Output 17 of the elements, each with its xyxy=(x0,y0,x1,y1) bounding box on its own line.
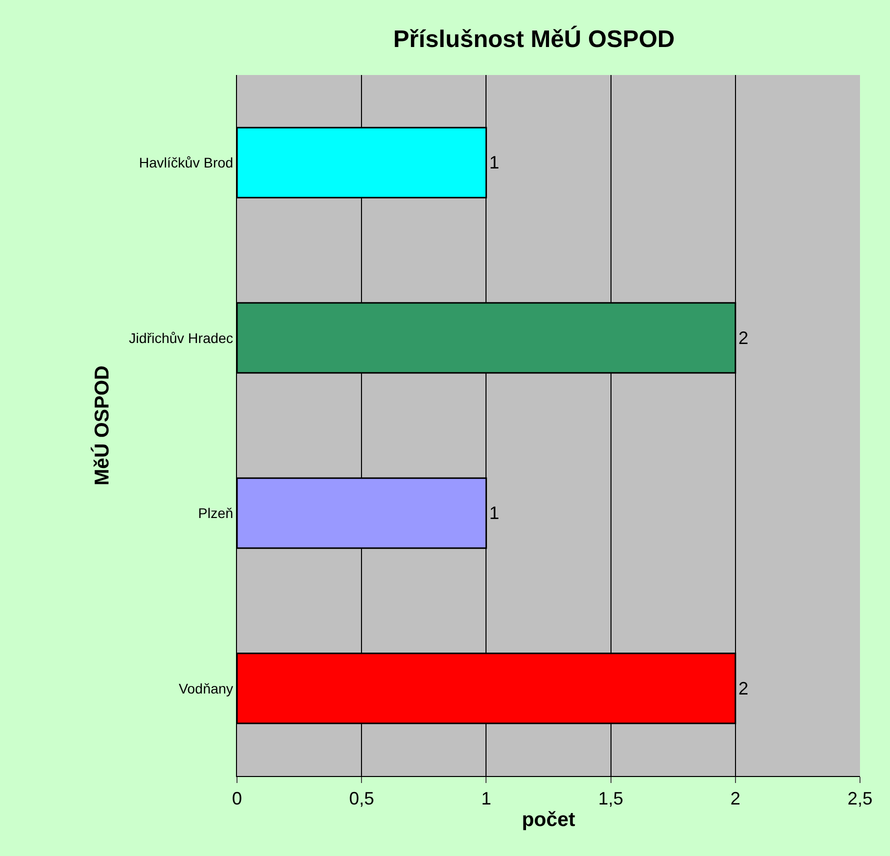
data-label: 1 xyxy=(489,152,500,173)
y-tick-label: Plzeň xyxy=(198,505,234,522)
x-tick-label: 2 xyxy=(730,788,740,809)
data-label: 2 xyxy=(738,678,748,698)
y-tick-label: Jidřichův Hradec xyxy=(128,330,234,346)
y-axis-title: MěÚ OSPOD xyxy=(90,365,114,486)
y-tick-label: Havlíčkův Brod xyxy=(139,154,234,171)
x-tick-label: 2,5 xyxy=(847,788,873,809)
x-tick-label: 1,5 xyxy=(598,788,624,809)
x-tick-label: 1 xyxy=(481,788,492,809)
x-tick-label: 0 xyxy=(232,788,242,809)
y-tick-label: Vodňany xyxy=(178,680,234,696)
x-tick-label: 0,5 xyxy=(349,788,374,809)
chart-title: Příslušnost MěÚ OSPOD xyxy=(393,24,675,53)
data-label: 1 xyxy=(489,503,500,524)
data-label: 2 xyxy=(738,328,748,348)
x-axis-title: počet xyxy=(522,809,576,832)
